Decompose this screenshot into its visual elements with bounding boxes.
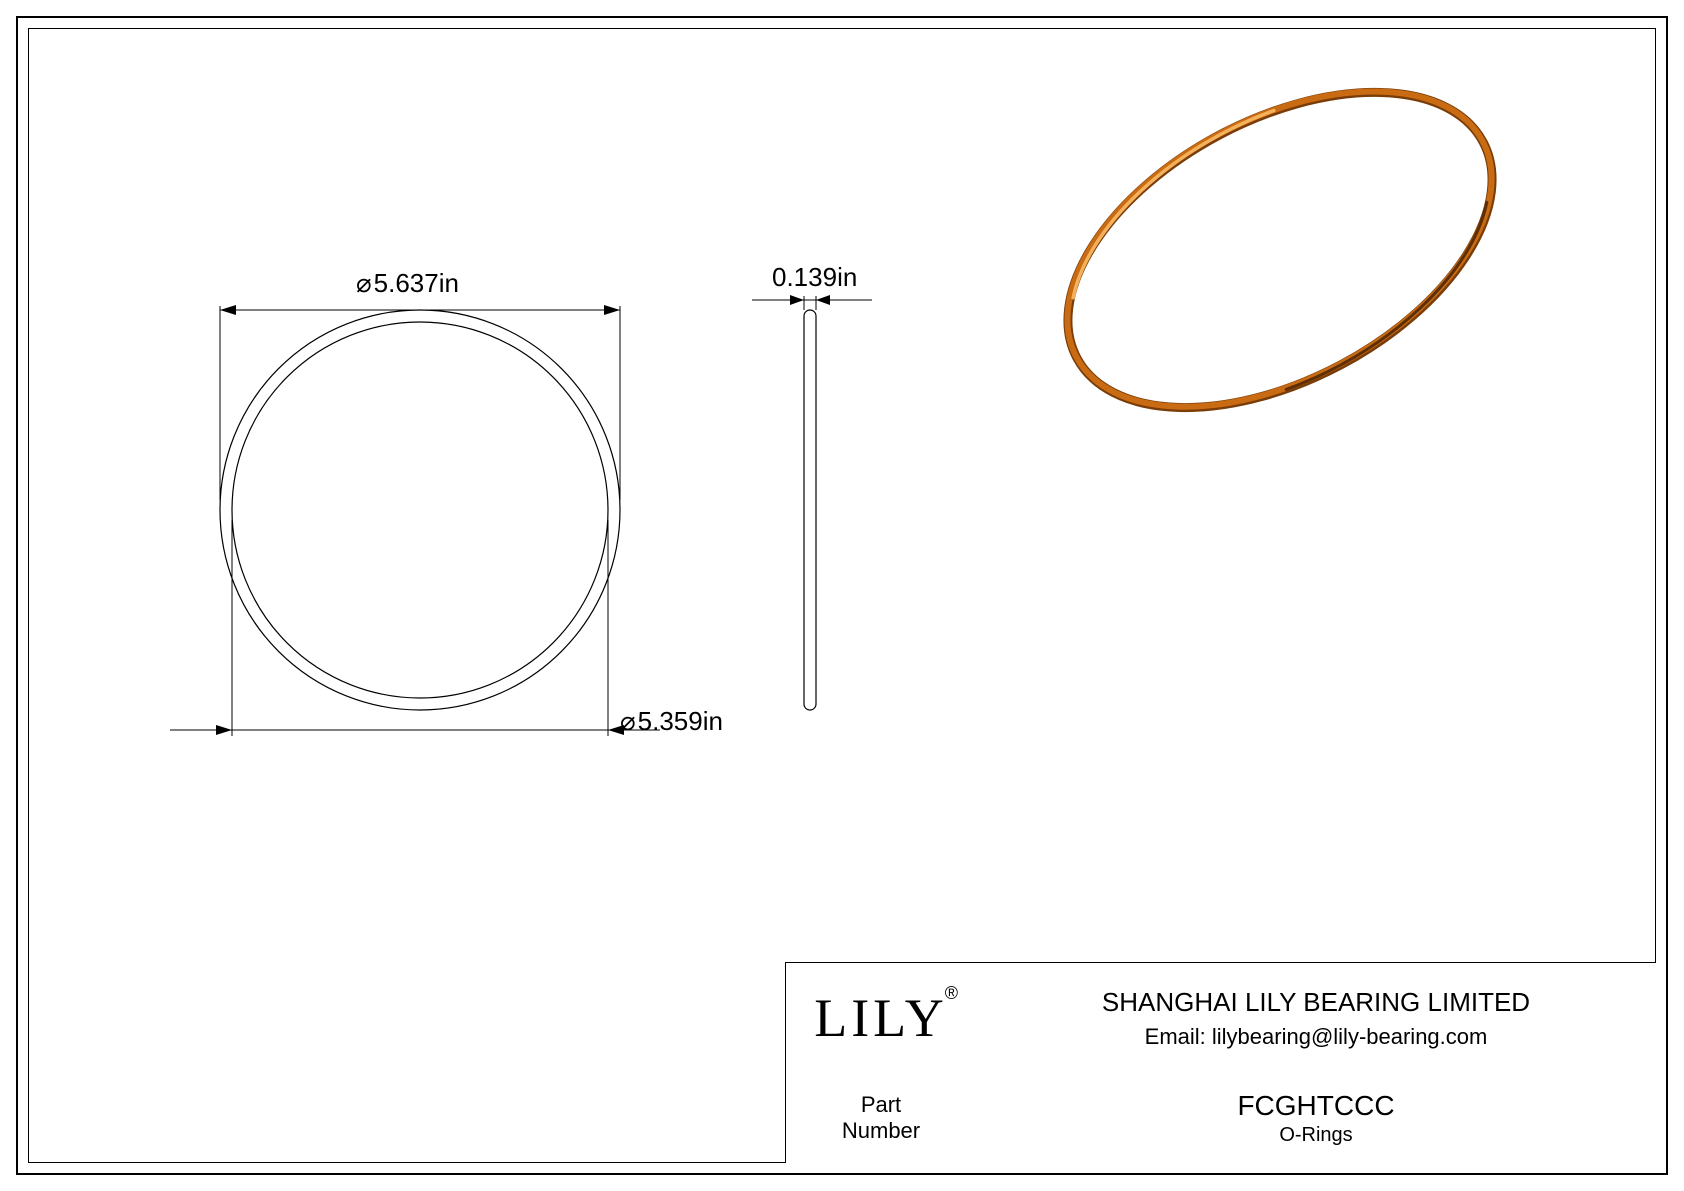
front-view xyxy=(170,305,660,736)
company-cell: SHANGHAI LILY BEARING LIMITED Email: lil… xyxy=(976,963,1656,1073)
logo-text: LILY xyxy=(814,987,948,1049)
inner-diameter-dimension xyxy=(170,520,660,736)
side-view xyxy=(752,295,872,710)
inner-diameter-label: 5.359in xyxy=(620,706,723,737)
perspective-ring xyxy=(1015,26,1544,472)
registered-mark: ® xyxy=(945,983,962,1004)
part-number: FCGHTCCC xyxy=(1237,1090,1394,1122)
company-email: Email: lilybearing@lily-bearing.com xyxy=(1145,1024,1488,1050)
outer-diameter-dimension xyxy=(220,305,620,500)
cross-section-dimension xyxy=(752,295,872,310)
part-number-label-line2: Number xyxy=(842,1118,920,1144)
company-name: SHANGHAI LILY BEARING LIMITED xyxy=(1102,987,1530,1018)
part-number-value-cell: FCGHTCCC O-Rings xyxy=(976,1073,1656,1163)
part-number-label-line1: Part xyxy=(861,1092,901,1118)
part-number-label-cell: Part Number xyxy=(786,1073,976,1163)
cross-section-label: 0.139in xyxy=(772,262,857,293)
title-block: LILY ® SHANGHAI LILY BEARING LIMITED Ema… xyxy=(785,962,1656,1163)
outer-diameter-label: 5.637in xyxy=(356,268,459,299)
logo-cell: LILY ® xyxy=(786,963,976,1073)
part-description: O-Rings xyxy=(1279,1124,1352,1147)
